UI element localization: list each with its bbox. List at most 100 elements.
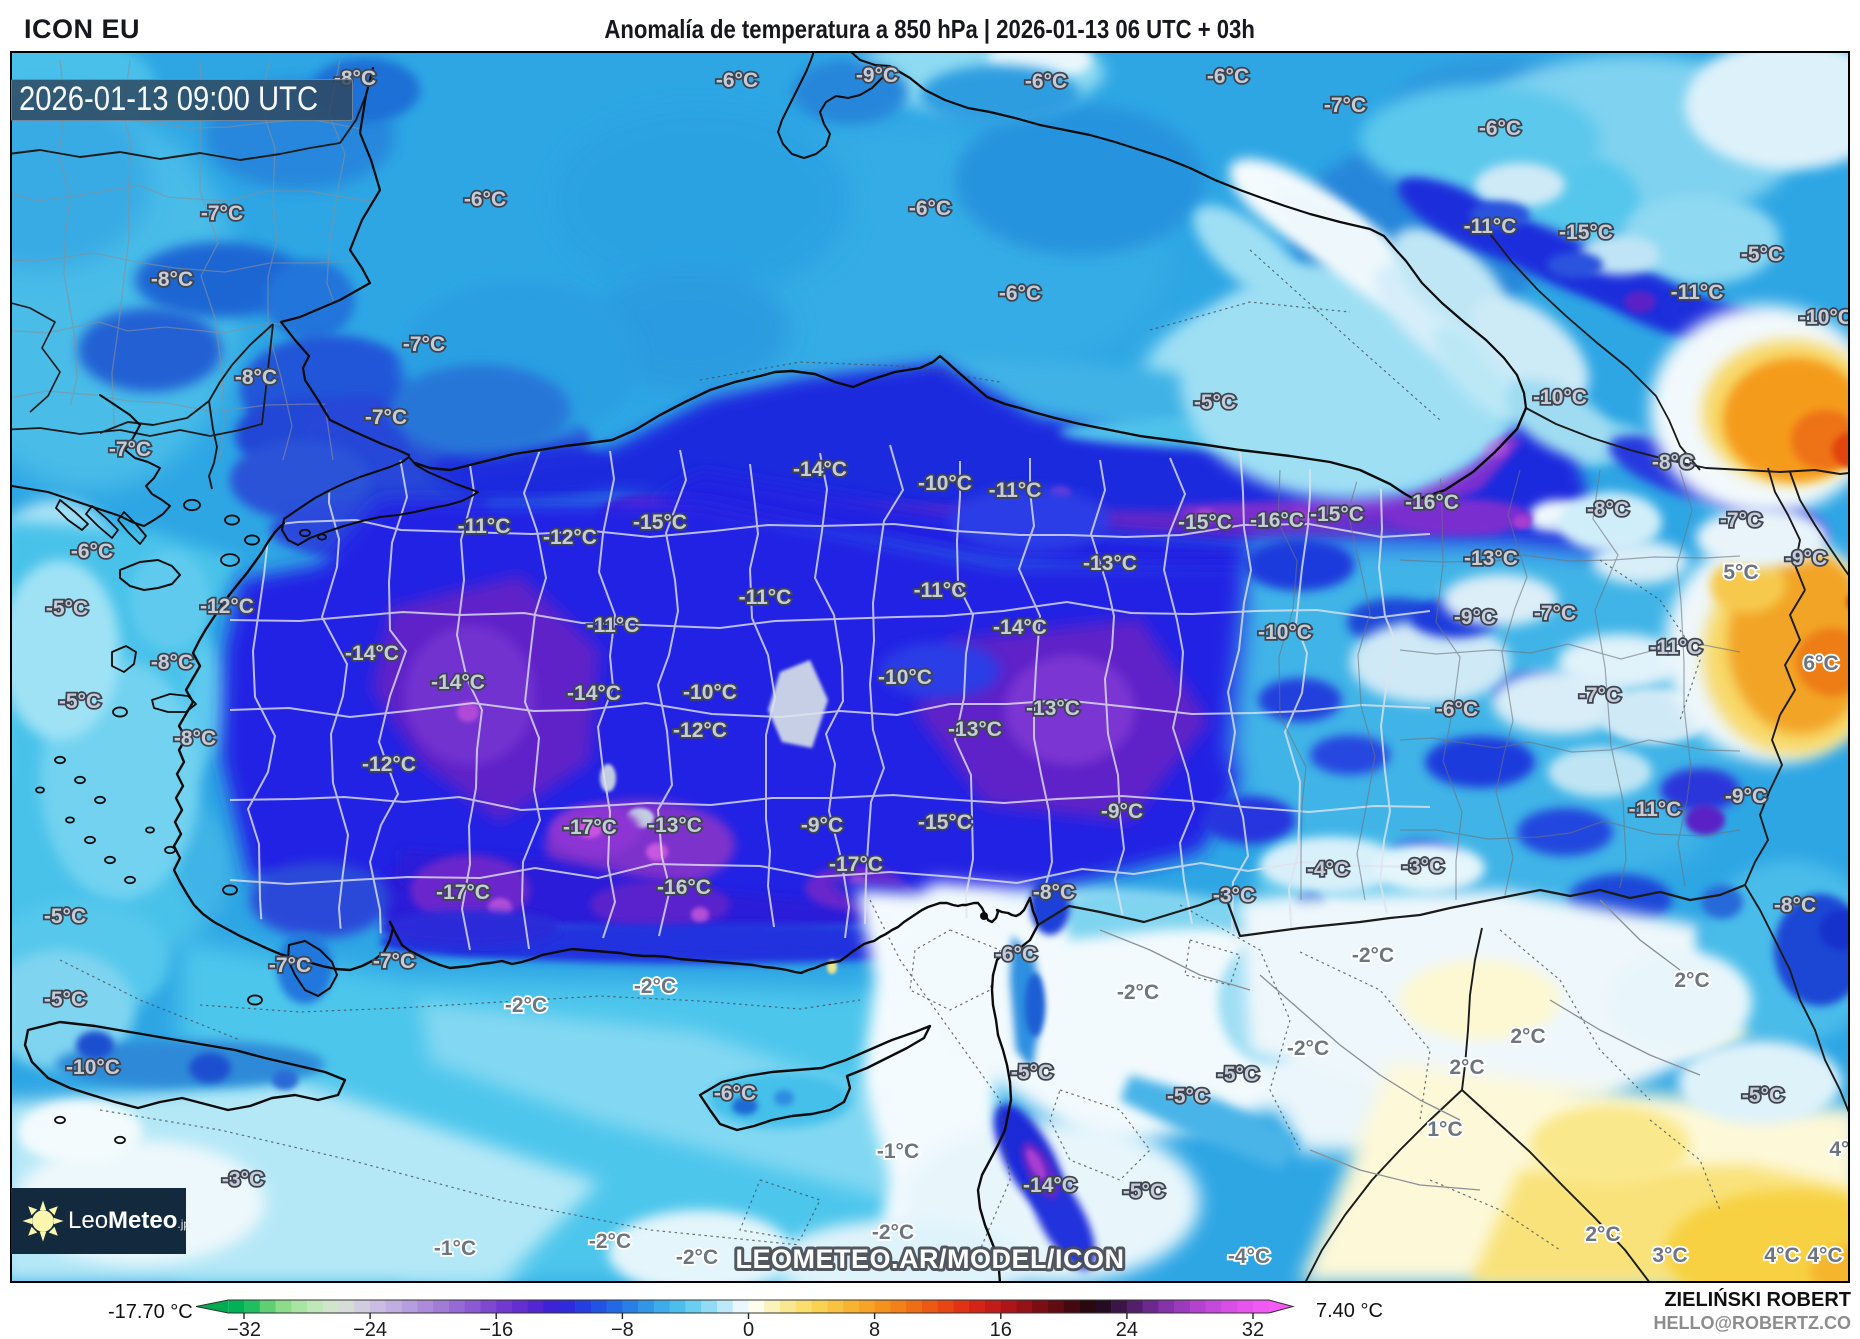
svg-text:-14°C: -14°C: [1023, 1174, 1077, 1197]
svg-text:-8°C: -8°C: [151, 268, 193, 291]
svg-text:-6°C: -6°C: [71, 540, 113, 563]
svg-text:-15°C: -15°C: [1310, 503, 1364, 526]
svg-text:-11°C: -11°C: [1671, 281, 1724, 304]
svg-text:-6°C: -6°C: [1479, 117, 1521, 140]
svg-text:-17°C: -17°C: [436, 881, 490, 904]
svg-text:-9°C: -9°C: [1454, 606, 1496, 629]
svg-text:-11°C: -11°C: [1650, 636, 1703, 659]
svg-text:-8°C: -8°C: [151, 651, 193, 674]
svg-text:-7°C: -7°C: [373, 950, 415, 973]
svg-text:-10°C: -10°C: [1799, 306, 1850, 329]
svg-text:-13°C: -13°C: [948, 718, 1002, 741]
svg-text:-11°C: -11°C: [914, 579, 967, 602]
svg-text:-5°C: -5°C: [44, 988, 86, 1011]
svg-text:-10°C: -10°C: [918, 472, 972, 495]
svg-text:-13°C: -13°C: [1083, 552, 1137, 575]
svg-text:-5°C: -5°C: [46, 597, 88, 620]
svg-text:8: 8: [869, 1319, 880, 1339]
svg-text:-13°C: -13°C: [648, 814, 702, 837]
svg-text:-14°C: -14°C: [345, 642, 399, 665]
svg-text:-15°C: -15°C: [1178, 511, 1232, 534]
svg-text:-3°C: -3°C: [222, 1168, 264, 1191]
svg-text:-7°C: -7°C: [1534, 602, 1576, 625]
svg-text:-12°C: -12°C: [200, 595, 254, 618]
svg-text:-16°C: -16°C: [1405, 491, 1459, 514]
svg-text:4°C: 4°C: [1807, 1244, 1842, 1267]
svg-text:3°C: 3°C: [1652, 1244, 1687, 1267]
svg-text:-8°C: -8°C: [235, 366, 277, 389]
svg-text:-2°C: -2°C: [505, 994, 547, 1017]
svg-text:-4°C: -4°C: [1307, 858, 1349, 881]
svg-text:-10°C: -10°C: [683, 681, 737, 704]
svg-text:-4°C: -4°C: [1228, 1245, 1270, 1268]
svg-text:-8°C: -8°C: [334, 67, 376, 90]
svg-text:-6°C: -6°C: [1025, 70, 1067, 93]
svg-text:-7°C: -7°C: [1720, 509, 1762, 532]
svg-text:-9°C: -9°C: [856, 64, 898, 87]
svg-text:-2°C: -2°C: [589, 1230, 631, 1253]
svg-text:0: 0: [743, 1319, 754, 1339]
svg-text:LEOMETEO.AR/MODEL/ICON: LEOMETEO.AR/MODEL/ICON: [736, 1244, 1125, 1274]
svg-text:-5°C: -5°C: [1167, 1085, 1209, 1108]
svg-text:2°C: 2°C: [1510, 1025, 1545, 1048]
svg-text:-12°C: -12°C: [362, 753, 416, 776]
svg-text:-1°C: -1°C: [434, 1237, 476, 1260]
svg-text:2°C: 2°C: [1449, 1056, 1484, 1079]
svg-text:-7°C: -7°C: [365, 406, 407, 429]
svg-text:-17°C: -17°C: [829, 853, 883, 876]
svg-text:-11°C: -11°C: [587, 614, 640, 637]
svg-text:-6°C: -6°C: [1207, 65, 1249, 88]
svg-text:-5°C: -5°C: [1011, 1061, 1053, 1084]
svg-text:4°C: 4°C: [1829, 1138, 1850, 1161]
svg-text:16: 16: [990, 1319, 1012, 1339]
svg-text:-5°C: -5°C: [44, 905, 86, 928]
svg-text:-7°C: -7°C: [201, 202, 243, 225]
svg-text:-13°C: -13°C: [1026, 697, 1080, 720]
svg-text:-13°C: -13°C: [1464, 547, 1518, 570]
svg-text:−24: −24: [353, 1319, 387, 1339]
svg-text:-5°C: -5°C: [1194, 391, 1236, 414]
svg-text:-7°C: -7°C: [109, 438, 151, 461]
svg-text:−16: −16: [479, 1319, 513, 1339]
svg-text:-10°C: -10°C: [66, 1056, 120, 1079]
svg-text:1°C: 1°C: [1427, 1118, 1462, 1141]
svg-text:-14°C: -14°C: [793, 458, 847, 481]
svg-text:-5°C: -5°C: [1742, 1084, 1784, 1107]
svg-text:-6°C: -6°C: [714, 1082, 756, 1105]
svg-text:-6°C: -6°C: [909, 197, 951, 220]
svg-text:-7°C: -7°C: [403, 333, 445, 356]
svg-text:5°C: 5°C: [1723, 561, 1758, 584]
svg-text:-15°C: -15°C: [918, 811, 972, 834]
svg-text:-2°C: -2°C: [676, 1246, 718, 1269]
svg-text:-10°C: -10°C: [1258, 621, 1312, 644]
svg-text:-9°C: -9°C: [1725, 785, 1767, 808]
svg-text:-10°C: -10°C: [1533, 386, 1587, 409]
svg-text:-7°C: -7°C: [269, 954, 311, 977]
svg-text:-12°C: -12°C: [543, 526, 597, 549]
svg-text:-17°C: -17°C: [563, 816, 617, 839]
svg-text:-2°C: -2°C: [1287, 1037, 1329, 1060]
svg-text:-15°C: -15°C: [1559, 221, 1613, 244]
svg-text:-6°C: -6°C: [464, 188, 506, 211]
svg-text:-14°C: -14°C: [431, 671, 485, 694]
svg-text:-2°C: -2°C: [634, 975, 676, 998]
svg-text:-3°C: -3°C: [1213, 884, 1255, 907]
svg-text:-10°C: -10°C: [878, 666, 932, 689]
svg-text:-16°C: -16°C: [657, 876, 711, 899]
svg-text:-5°C: -5°C: [1741, 243, 1783, 266]
svg-text:-9°C: -9°C: [801, 814, 843, 837]
svg-text:-15°C: -15°C: [633, 511, 687, 534]
svg-text:-11°C: -11°C: [739, 586, 792, 609]
svg-text:-6°C: -6°C: [1436, 698, 1478, 721]
svg-text:-8°C: -8°C: [1652, 451, 1694, 474]
svg-text:-9°C: -9°C: [1101, 800, 1143, 823]
svg-text:-11°C: -11°C: [1464, 215, 1517, 238]
svg-text:-14°C: -14°C: [567, 682, 621, 705]
svg-text:24: 24: [1116, 1319, 1138, 1339]
svg-text:4°C: 4°C: [1764, 1244, 1799, 1267]
svg-text:-2°C: -2°C: [1352, 944, 1394, 967]
svg-text:-8°C: -8°C: [174, 727, 216, 750]
svg-text:-6°C: -6°C: [716, 69, 758, 92]
svg-text:-8°C: -8°C: [1033, 881, 1075, 904]
svg-text:2°C: 2°C: [1585, 1223, 1620, 1246]
